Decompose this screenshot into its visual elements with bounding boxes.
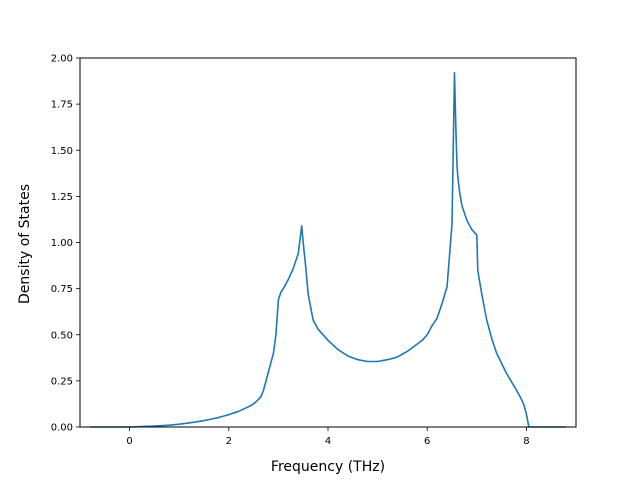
y-tick-label: 1.50 [51,146,73,157]
plot-area [89,71,567,428]
y-tick-label: 0.75 [51,284,73,295]
y-axis-label: Density of States [17,184,33,304]
y-tick-label: 1.00 [51,238,73,249]
y-tick-label: 2.00 [51,54,73,65]
y-tick-label: 0.00 [51,423,73,434]
y-tick-label: 1.75 [51,100,73,111]
x-tick-label: 4 [325,436,331,447]
x-tick-label: 8 [523,436,529,447]
y-tick-label: 0.50 [51,330,73,341]
y-axis-ticks: 0.00 0.25 0.50 0.75 1.00 1.25 1.50 1.75 2.00 [51,54,80,434]
x-tick-label: 6 [424,436,430,447]
series-line-0 [89,71,567,428]
x-tick-label: 2 [226,436,232,447]
y-tick-label: 0.25 [51,376,73,387]
x-axis-ticks: 0 2 4 6 8 [126,427,530,447]
axes-frame [79,57,577,428]
y-tick-label: 1.25 [51,192,73,203]
x-tick-label: 0 [126,436,132,447]
x-axis-label: Frequency (THz) [271,459,385,475]
